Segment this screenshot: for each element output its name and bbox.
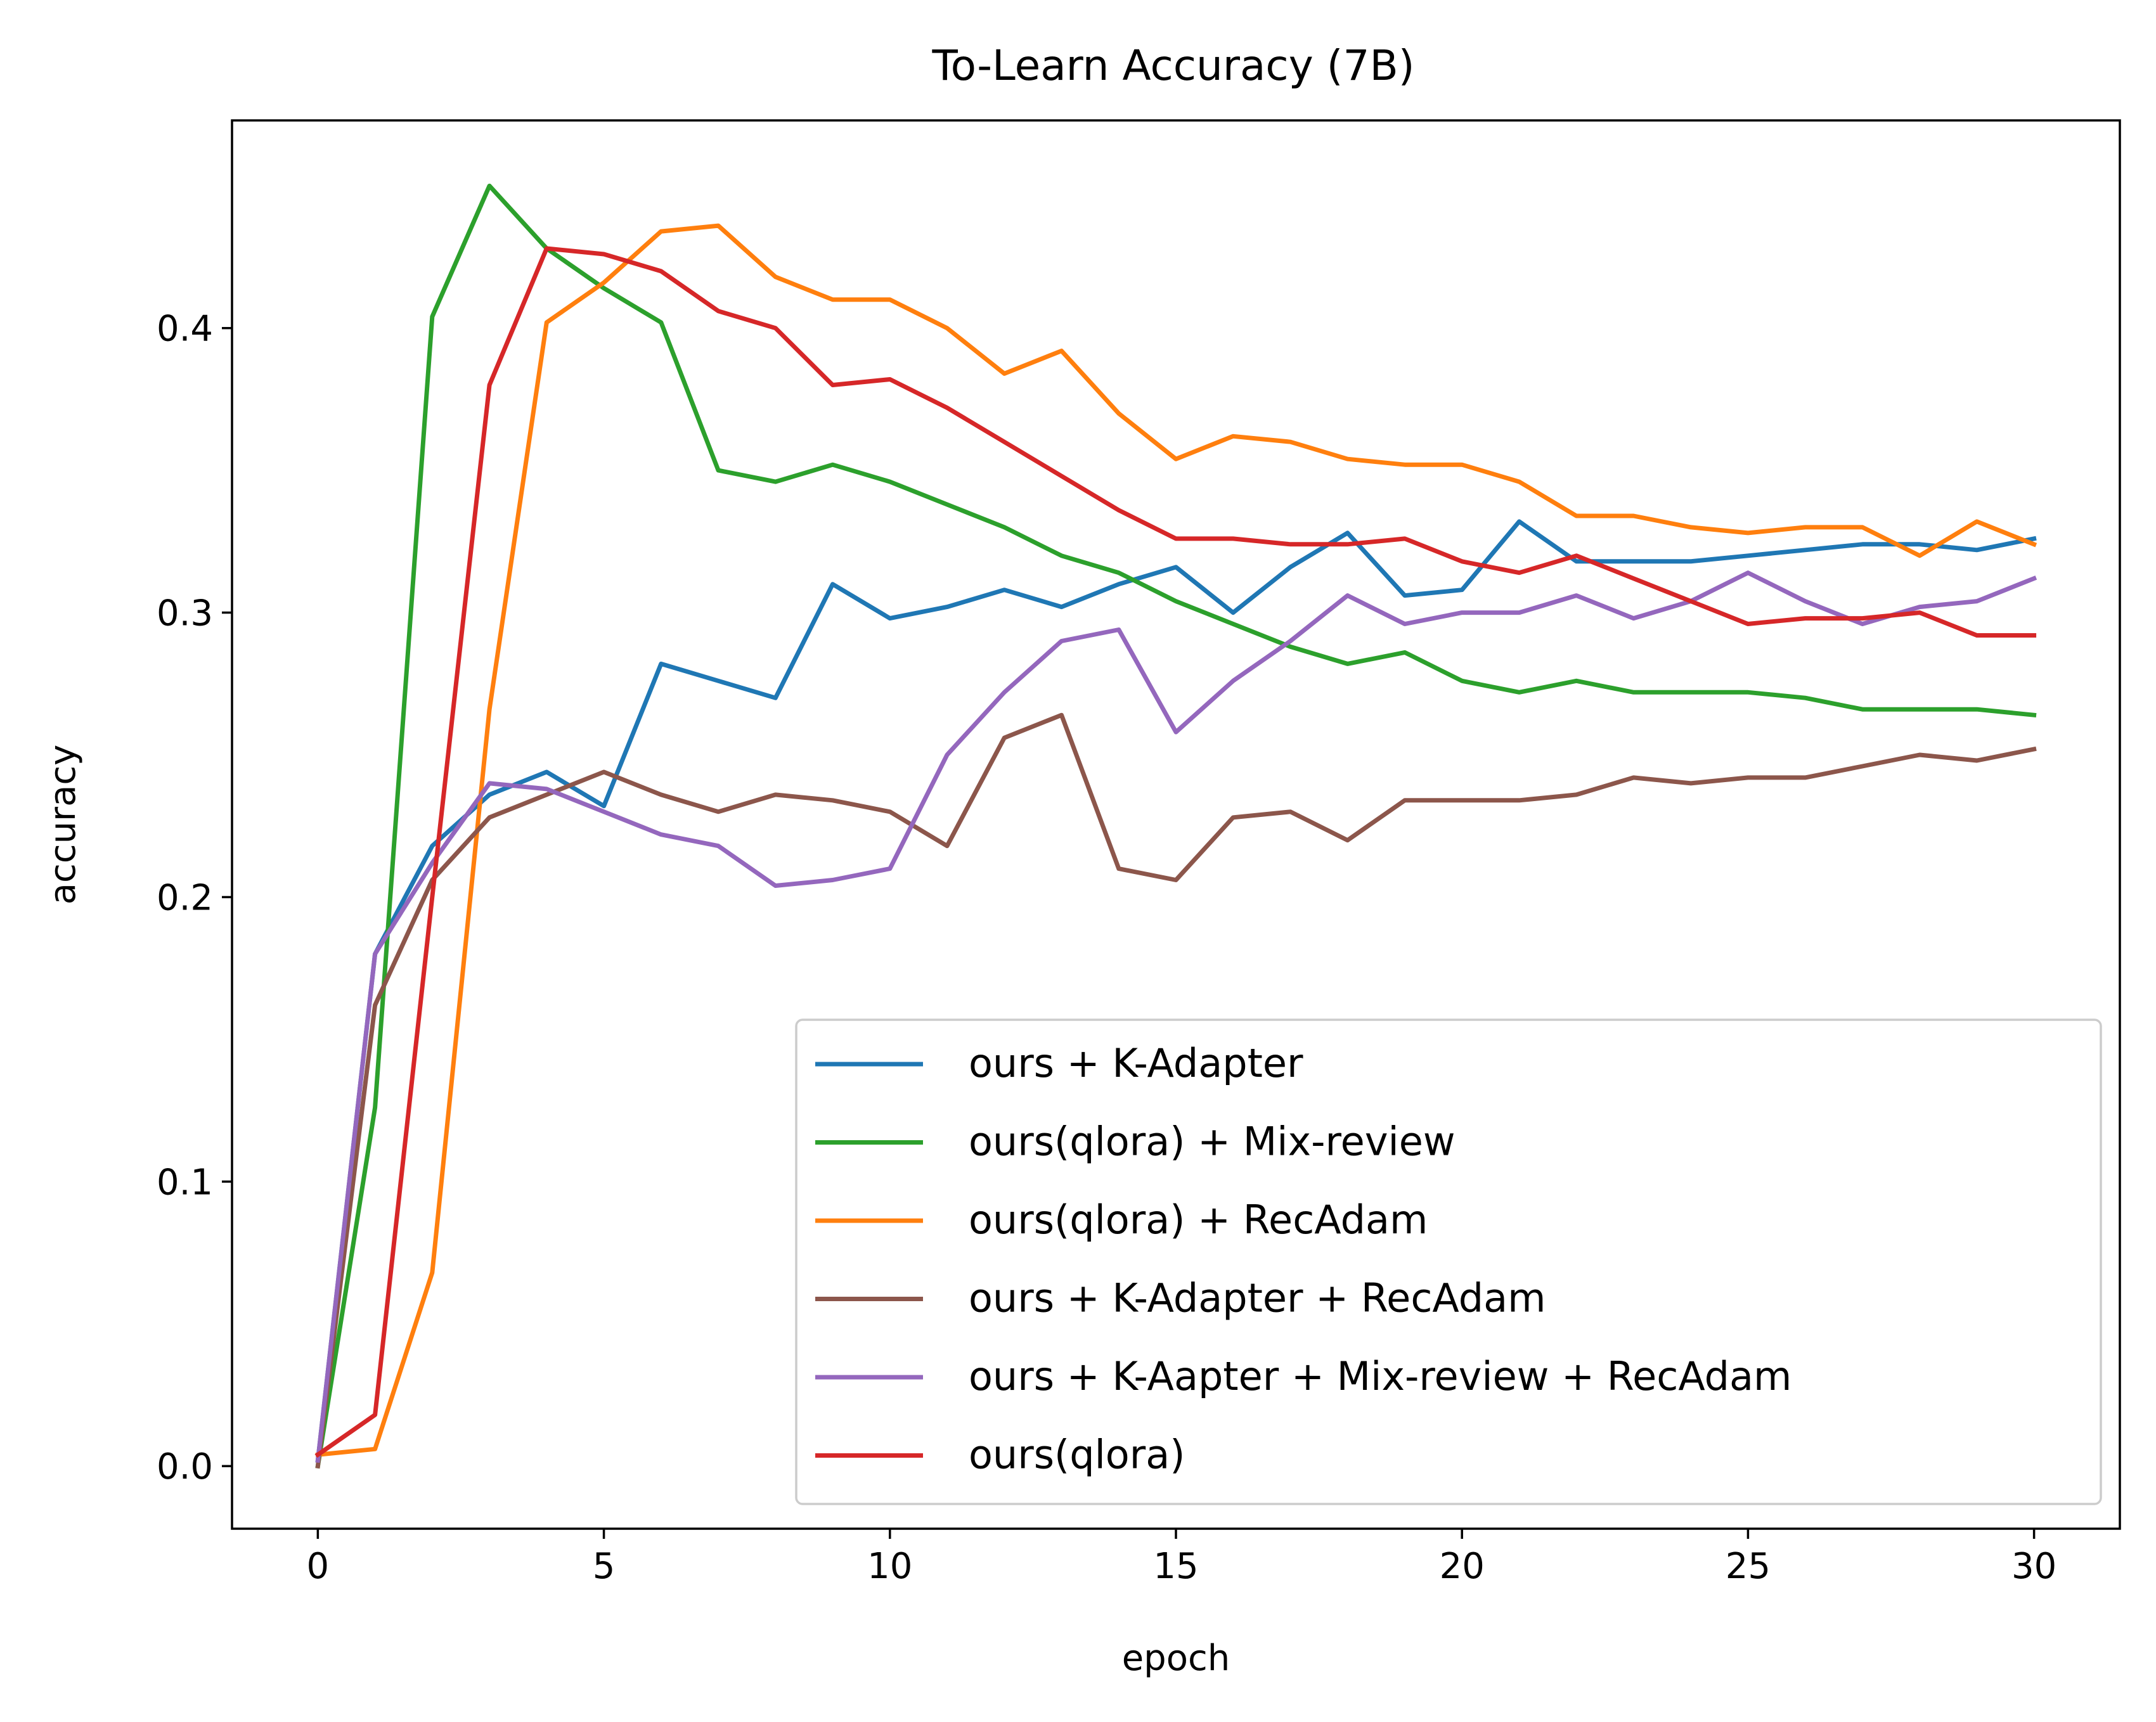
y-tick-label: 0.2 <box>157 877 213 918</box>
chart-title: To-Learn Accuracy (7B) <box>931 41 1414 90</box>
plot-area <box>314 183 2037 1469</box>
axis-ticks: 0 5 10 15 20 25 30 0.0 0.1 0.2 0.3 0.4 <box>157 309 2056 1587</box>
y-tick-label: 0.1 <box>157 1162 213 1203</box>
legend-label-ours-k-aapter-mix-review-recadam: ours + K-Aapter + Mix-review + RecAdam <box>969 1353 1791 1399</box>
y-tick-label: 0.3 <box>157 593 213 634</box>
x-tick-label: 15 <box>1153 1546 1198 1587</box>
series-line-ours-qlora-mix-review <box>315 183 2037 1469</box>
x-tick-label: 5 <box>593 1546 616 1587</box>
y-axis-label: accuracy <box>42 745 84 905</box>
x-tick-label: 25 <box>1726 1546 1771 1587</box>
x-axis-label: epoch <box>1122 1638 1230 1679</box>
legend-label-ours-k-adapter: ours + K-Adapter <box>969 1040 1303 1086</box>
series-line-ours-k-adapter-recadam <box>315 712 2037 1469</box>
series-line-ours-qlora-recadam <box>315 223 2037 1458</box>
series-line-ours-k-adapter <box>315 519 2037 1463</box>
x-tick-label: 10 <box>867 1546 912 1587</box>
legend-frame <box>795 1018 2102 1505</box>
y-tick-label: 0.4 <box>157 309 213 350</box>
y-tick-label: 0.0 <box>157 1446 213 1487</box>
legend-label-ours-qlora-mix-review: ours(qlora) + Mix-review <box>969 1119 1456 1165</box>
x-tick-label: 30 <box>2011 1546 2056 1587</box>
legend-label-ours-qlora: ours(qlora) <box>969 1432 1185 1478</box>
x-tick-label: 20 <box>1440 1546 1485 1587</box>
series-line-ours-k-aapter-mix-review-recadam <box>315 570 2037 1463</box>
series-line-ours-qlora <box>314 246 2037 1458</box>
legend-label-ours-qlora-recadam: ours(qlora) + RecAdam <box>969 1197 1428 1243</box>
x-tick-label: 0 <box>307 1546 330 1587</box>
legend: ours + K-Adapter ours(qlora) + Mix-review… <box>795 1018 2102 1505</box>
legend-label-ours-k-adapter-recadam: ours + K-Adapter + RecAdam <box>969 1275 1546 1321</box>
